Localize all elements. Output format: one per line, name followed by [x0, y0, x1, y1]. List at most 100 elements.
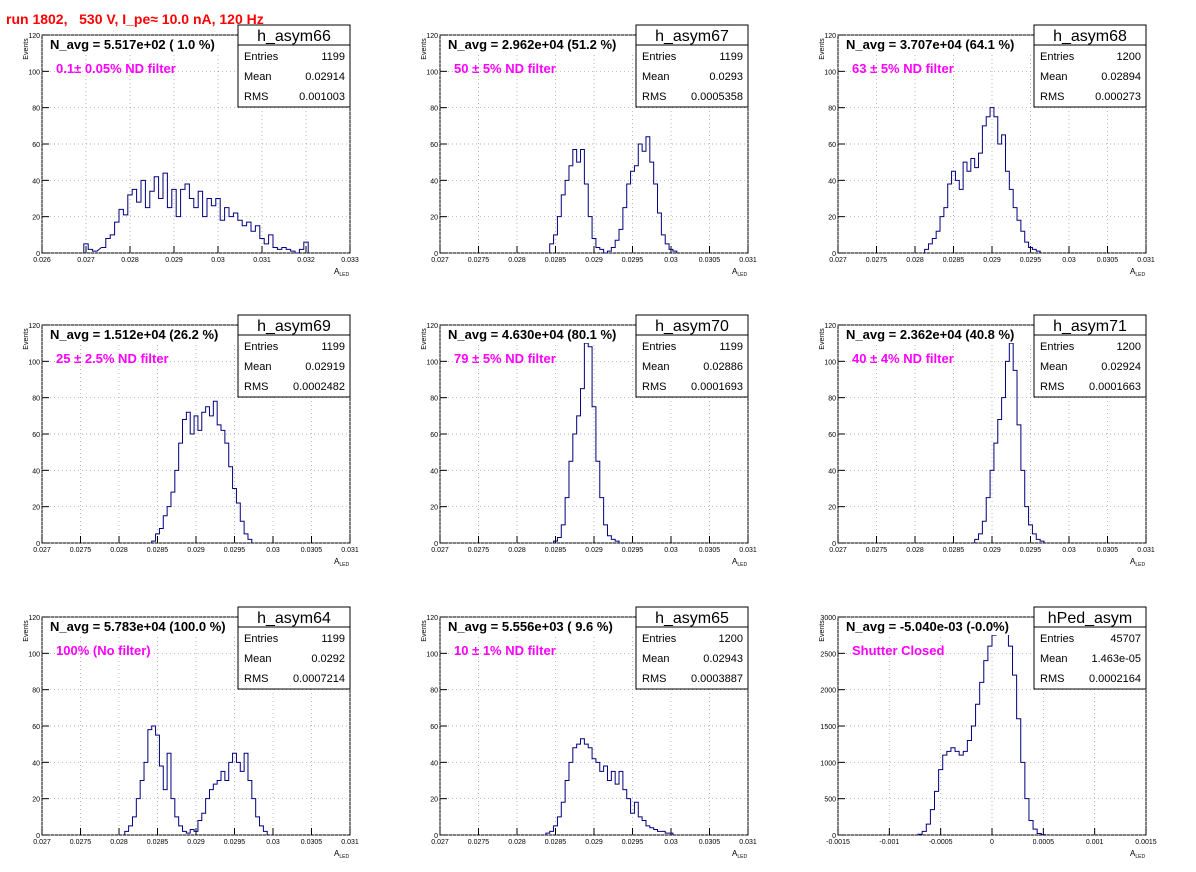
stats-box [635, 314, 749, 398]
stats-box [635, 24, 749, 108]
histogram-panel-h_asym70: 0.027 0.0275 0.028 0.0285 0.029 0.0295 0.03 0.0… [421, 314, 757, 568]
x-tick-label: 0.0295 [622, 839, 644, 846]
x-tick-label: 0.031 [1137, 257, 1155, 264]
y-axis-label: Events [421, 328, 428, 350]
x-tick-label: 0.0295 [1020, 547, 1042, 554]
y-tick-label: 60 [430, 432, 438, 439]
stats-mean-value: 0.02914 [305, 71, 345, 83]
y-tick-label: 0 [434, 541, 438, 548]
nav-label: N_avg = 5.783e+04 (100.0 %) [50, 619, 226, 634]
y-tick-label: 120 [426, 33, 438, 40]
stats-box [237, 24, 351, 108]
histogram-name: h_asym68 [1053, 28, 1127, 45]
stats-entries-label: Entries [1040, 51, 1075, 63]
histogram-series [553, 342, 620, 543]
nav-box [843, 36, 1058, 53]
x-tick-label: 0.0295 [622, 547, 644, 554]
filter-annotation: 79 ± 5% ND filter [454, 351, 556, 366]
y-tick-label: 60 [430, 142, 438, 149]
stats-entries-value: 1199 [321, 633, 345, 645]
x-tick-label: 0.0275 [70, 839, 92, 846]
y-tick-label: 80 [828, 396, 836, 403]
nav-label: N_avg = 5.517e+02 ( 1.0 %) [50, 37, 215, 52]
y-axis-label: Events [23, 38, 30, 60]
stats-mean-value: 0.02894 [1101, 71, 1141, 83]
stats-mean-label: Mean [642, 361, 670, 373]
x-tick-label: 0.029 [187, 547, 205, 554]
filter-annotation: 40 ± 4% ND filter [852, 351, 954, 366]
x-tick-label: 0.029 [165, 257, 183, 264]
histogram-panel-hPed_asym: -0.0015 -0.001 -0.0005 0 0.0005 0.001 0.0015 0 5… [819, 606, 1157, 860]
nav-box [843, 618, 1058, 635]
x-tick-label: 0.031 [739, 257, 757, 264]
stats-rms-label: RMS [244, 673, 268, 685]
x-tick-label: 0.0285 [943, 257, 965, 264]
y-tick-label: 100 [28, 651, 40, 658]
stats-rms-value: 0.0007214 [293, 673, 345, 685]
stats-rms-label: RMS [642, 673, 666, 685]
x-tick-label: -0.001 [879, 839, 899, 846]
stats-box [237, 314, 351, 398]
x-tick-label: -0.0005 [929, 839, 953, 846]
y-tick-label: 100 [426, 69, 438, 76]
x-tick-label: 0.028 [110, 547, 128, 554]
x-tick-label: 0.029 [983, 547, 1001, 554]
y-axis-label: Events [421, 38, 428, 60]
stats-mean-value: 0.02943 [703, 653, 743, 665]
stats-entries-value: 45707 [1110, 633, 1141, 645]
x-tick-label: 0.027 [829, 257, 847, 264]
y-tick-label: 80 [32, 688, 40, 695]
y-tick-label: 80 [430, 106, 438, 113]
nav-box [843, 326, 1058, 343]
x-tick-label: 0.0005 [1033, 839, 1055, 846]
stats-rms-value: 0.0005358 [691, 91, 743, 103]
stats-rms-value: 0.0001663 [1089, 381, 1141, 393]
x-tick-label: 0.027 [431, 839, 449, 846]
histogram-name: h_asym70 [655, 318, 729, 335]
y-tick-label: 60 [32, 724, 40, 731]
histogram-name: h_asym65 [655, 610, 729, 627]
y-tick-label: 40 [430, 760, 438, 767]
y-tick-label: 0 [832, 541, 836, 548]
y-axis-label: Events [421, 620, 428, 642]
x-tick-label: 0.031 [739, 547, 757, 554]
y-axis-label: Events [819, 38, 826, 60]
stats-mean-value: 1.463e-05 [1091, 653, 1141, 665]
x-tick-label: 0.0015 [1135, 839, 1157, 846]
y-axis-label: Events [23, 620, 30, 642]
stats-rms-value: 0.000273 [1095, 91, 1141, 103]
y-tick-label: 0 [434, 833, 438, 840]
histogram-name: h_asym71 [1053, 318, 1127, 335]
stats-entries-value: 1199 [321, 51, 345, 63]
y-tick-label: 120 [824, 323, 836, 330]
histogram-series [124, 725, 268, 835]
stats-mean-label: Mean [244, 653, 272, 665]
stats-entries-value: 1200 [1117, 341, 1141, 353]
y-tick-label: 20 [430, 215, 438, 222]
y-tick-label: 20 [828, 505, 836, 512]
y-tick-label: 2000 [820, 688, 836, 695]
stats-mean-value: 0.02886 [703, 361, 743, 373]
x-tick-label: 0 [990, 839, 994, 846]
y-tick-label: 2500 [820, 651, 836, 658]
stats-rms-label: RMS [244, 91, 268, 103]
x-tick-label: 0.001 [1086, 839, 1104, 846]
nav-box [445, 326, 660, 343]
x-axis-label: ALED [1130, 849, 1145, 860]
nav-label: N_avg = 1.512e+04 (26.2 %) [50, 327, 218, 342]
y-tick-label: 120 [824, 33, 836, 40]
y-tick-label: 100 [426, 359, 438, 366]
stats-rms-value: 0.0001693 [691, 381, 743, 393]
stats-box [1033, 314, 1147, 398]
y-axis-label: Events [23, 328, 30, 350]
y-tick-label: 40 [828, 468, 836, 475]
x-tick-label: 0.0295 [224, 839, 246, 846]
x-tick-label: 0.028 [121, 257, 139, 264]
x-tick-label: 0.0285 [943, 547, 965, 554]
histogram-name: h_asym66 [257, 28, 331, 45]
y-axis-label: Events [819, 620, 826, 642]
x-tick-label: 0.03 [664, 257, 678, 264]
x-tick-label: 0.028 [906, 257, 924, 264]
y-tick-label: 100 [28, 69, 40, 76]
nav-label: N_avg = 2.362e+04 (40.8 %) [846, 327, 1014, 342]
